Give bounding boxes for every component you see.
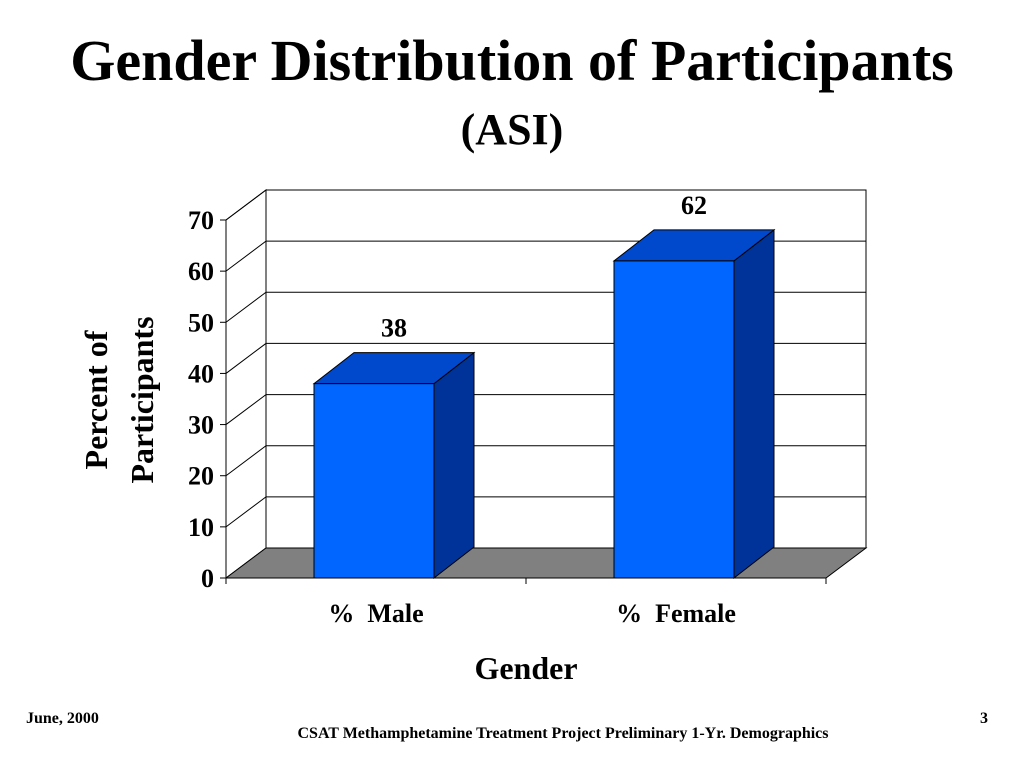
data-label: 62 bbox=[681, 191, 707, 220]
y-tick-label: 30 bbox=[188, 411, 214, 440]
data-label: 38 bbox=[381, 314, 407, 343]
y-tick-label: 60 bbox=[188, 257, 214, 286]
y-tick-label: 40 bbox=[188, 359, 214, 388]
y-axis-title-line2: Participants bbox=[124, 316, 160, 483]
footer-date: June, 2000 bbox=[26, 710, 99, 727]
bar-side bbox=[733, 228, 775, 580]
bar-side bbox=[433, 351, 475, 580]
x-axis-title: Gender bbox=[474, 650, 577, 686]
footer-caption: CSAT Methamphetamine Treatment Project P… bbox=[297, 725, 829, 742]
y-tick-label: 70 bbox=[188, 206, 214, 235]
x-tick-label: % Male bbox=[328, 599, 423, 628]
gridline bbox=[225, 189, 866, 221]
y-tick-label: 50 bbox=[188, 308, 214, 337]
y-tick-label: 20 bbox=[188, 462, 214, 491]
y-axis-title-line1: Percent of bbox=[78, 330, 114, 469]
footer-page-number: 3 bbox=[980, 710, 988, 727]
bar-chart: 0 10 20 30 40 50 60 70 38 % Male 62 % Female Gender P… bbox=[78, 189, 868, 686]
chart-side-wall bbox=[225, 189, 267, 579]
chart-title: Gender Distribution of Participants bbox=[70, 28, 954, 93]
chart-subtitle: (ASI) bbox=[460, 105, 564, 154]
bar bbox=[313, 383, 435, 579]
x-tick-label: % Female bbox=[616, 599, 736, 628]
bar bbox=[613, 260, 735, 579]
y-tick-label: 10 bbox=[188, 513, 214, 542]
y-tick-label: 0 bbox=[201, 564, 214, 593]
